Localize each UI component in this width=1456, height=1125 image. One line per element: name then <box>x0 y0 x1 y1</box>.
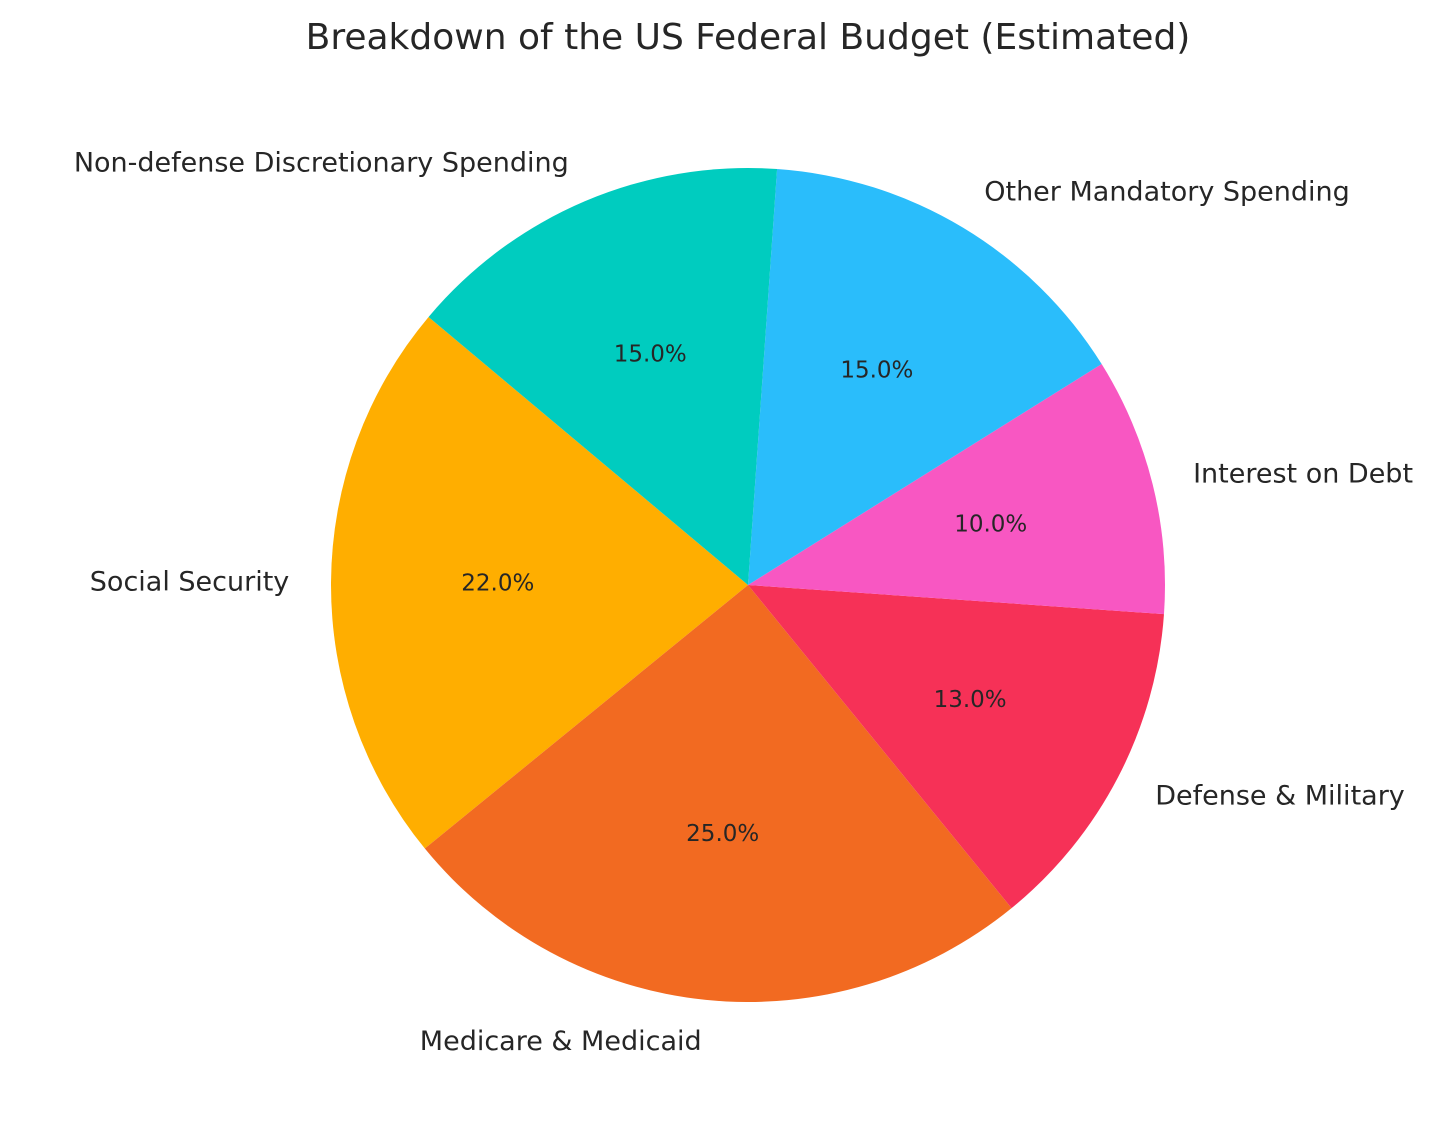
pie-slice-interest-on-debt <box>748 364 1166 615</box>
pie-slice-non-defense-discretionary-spending <box>428 168 778 585</box>
percent-label-defense-and-military: 13.0% <box>934 687 1007 713</box>
slice-label-other-mandatory-spending: Other Mandatory Spending <box>984 176 1350 207</box>
percent-labels: 22.0% 25.0% 13.0% 10.0% 15.0% 15.0% <box>461 342 1027 847</box>
slice-label-social-security: Social Security <box>90 566 290 597</box>
pie-slices <box>331 168 1166 1003</box>
pie-slice-defense-and-military <box>748 585 1164 909</box>
percent-label-non-defense-discretionary-spending: 15.0% <box>614 342 687 368</box>
slice-label-interest-on-debt: Interest on Debt <box>1193 459 1413 490</box>
percent-label-interest-on-debt: 10.0% <box>954 511 1027 537</box>
slice-label-defense-and-military: Defense & Military <box>1155 781 1405 812</box>
slice-label-medicare-and-medicaid: Medicare & Medicaid <box>420 1026 702 1057</box>
pie-slice-medicare-and-medicaid <box>424 585 1012 1003</box>
chart-title: Breakdown of the US Federal Budget (Esti… <box>306 17 1191 58</box>
percent-label-medicare-and-medicaid: 25.0% <box>686 821 759 847</box>
pie-slice-other-mandatory-spending <box>748 169 1102 585</box>
percent-label-other-mandatory-spending: 15.0% <box>840 358 913 384</box>
slice-labels: Social Security Medicare & Medicaid Defens… <box>74 147 1413 1057</box>
pie-slice-social-security <box>331 316 748 849</box>
slice-label-non-defense-discretionary-spending: Non-defense Discretionary Spending <box>74 147 569 178</box>
percent-label-social-security: 22.0% <box>461 570 534 596</box>
